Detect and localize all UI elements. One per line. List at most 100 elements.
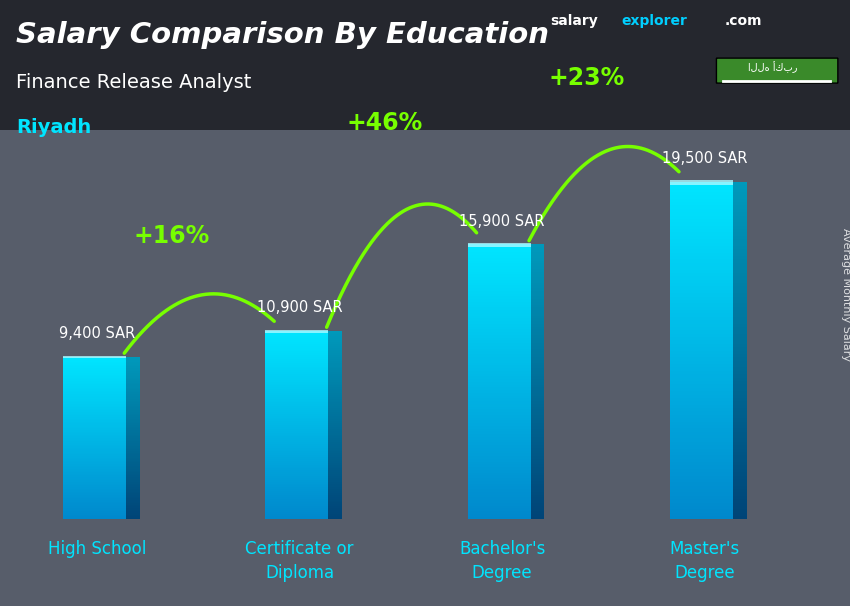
Bar [530, 517, 544, 519]
Bar [328, 418, 342, 419]
Bar [530, 453, 544, 456]
Bar [530, 321, 544, 324]
Bar [468, 421, 530, 423]
Bar [328, 482, 342, 484]
Bar [328, 344, 342, 346]
Bar [530, 365, 544, 368]
Bar [733, 205, 747, 209]
Bar [265, 455, 328, 457]
Bar [530, 258, 544, 261]
Bar [468, 379, 530, 382]
Bar [265, 427, 328, 429]
Bar [733, 493, 747, 496]
Bar [328, 510, 342, 512]
Bar [126, 368, 139, 370]
Bar [530, 305, 544, 307]
Bar [670, 239, 733, 242]
Bar [530, 459, 544, 462]
Bar [265, 382, 328, 384]
Bar [530, 247, 544, 250]
Bar [126, 510, 139, 511]
Bar [670, 476, 733, 479]
Bar [468, 481, 530, 484]
Bar [328, 459, 342, 461]
Bar [733, 364, 747, 367]
Bar [328, 506, 342, 508]
Bar [468, 494, 530, 498]
Bar [328, 463, 342, 465]
Bar [468, 415, 530, 418]
Bar [126, 415, 139, 417]
Bar [530, 330, 544, 332]
Bar [126, 378, 139, 379]
Bar [468, 275, 530, 277]
Bar [265, 368, 328, 370]
Bar [63, 472, 126, 474]
Bar [530, 484, 544, 487]
Bar [126, 398, 139, 399]
Bar [265, 431, 328, 433]
Bar [530, 324, 544, 327]
Bar [126, 479, 139, 481]
Bar [328, 370, 342, 372]
Bar [63, 417, 126, 419]
Bar [126, 472, 139, 474]
Bar [670, 465, 733, 469]
Bar [63, 518, 126, 519]
Bar [63, 508, 126, 510]
Text: الله أكبر: الله أكبر [748, 62, 798, 73]
Bar [63, 454, 126, 456]
Bar [733, 290, 747, 293]
Bar [126, 419, 139, 420]
Bar [63, 415, 126, 417]
Bar [733, 422, 747, 425]
Bar [670, 448, 733, 452]
Bar [530, 310, 544, 313]
Bar [733, 273, 747, 276]
Bar [468, 514, 530, 517]
Bar [468, 492, 530, 494]
Bar [328, 446, 342, 448]
Text: Riyadh: Riyadh [16, 118, 92, 137]
Bar [530, 302, 544, 305]
Bar [670, 364, 733, 367]
Bar [670, 242, 733, 246]
Bar [733, 280, 747, 283]
Bar [328, 338, 342, 340]
Bar [530, 271, 544, 275]
Bar [733, 455, 747, 459]
Bar [530, 299, 544, 302]
Bar [670, 290, 733, 293]
Bar [126, 358, 139, 360]
Bar [265, 467, 328, 468]
Bar [63, 376, 126, 378]
Bar [468, 280, 530, 282]
Bar [468, 258, 530, 261]
Bar [328, 342, 342, 344]
Bar [328, 410, 342, 412]
Bar [328, 499, 342, 501]
Bar [733, 415, 747, 418]
Bar [63, 356, 126, 358]
Bar [126, 391, 139, 393]
Bar [328, 429, 342, 431]
Bar [468, 348, 530, 351]
Bar [63, 490, 126, 491]
Bar [733, 212, 747, 216]
Bar [265, 457, 328, 459]
Bar [63, 510, 126, 511]
Bar [328, 433, 342, 435]
Bar [670, 395, 733, 398]
Bar [733, 253, 747, 256]
Bar [63, 357, 126, 358]
Bar [0, 0, 850, 130]
Bar [530, 478, 544, 481]
Bar [670, 337, 733, 341]
Bar [733, 185, 747, 188]
Bar [468, 459, 530, 462]
Bar [328, 508, 342, 510]
Bar [733, 465, 747, 469]
Bar [265, 440, 328, 442]
Bar [126, 401, 139, 402]
Bar [670, 401, 733, 405]
